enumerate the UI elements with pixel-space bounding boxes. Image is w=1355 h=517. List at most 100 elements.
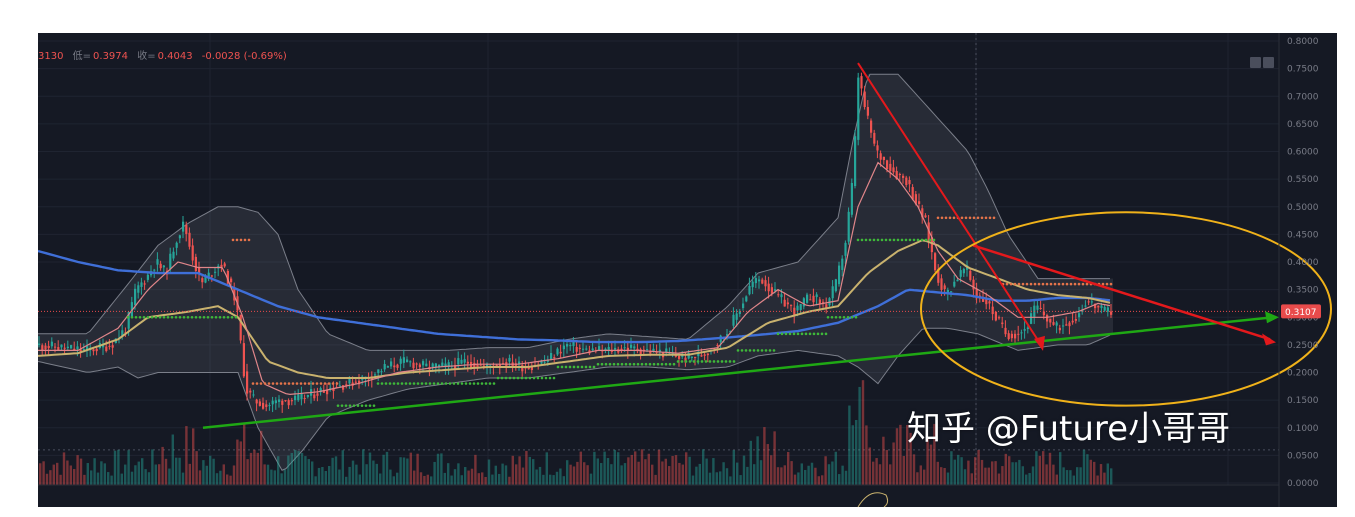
volume-bar — [640, 449, 644, 485]
sar-dot — [960, 216, 964, 220]
candle-body — [607, 346, 610, 351]
sar-dot — [1029, 282, 1033, 286]
sar-dot — [528, 376, 532, 380]
volume-bar — [331, 457, 334, 485]
volume-bar — [188, 463, 191, 485]
volume-bar — [100, 461, 103, 485]
sar-dot — [126, 315, 130, 319]
volume-bar — [552, 475, 555, 485]
candle-body — [1026, 327, 1029, 329]
volume-bar — [134, 465, 137, 485]
candle-body — [956, 279, 959, 282]
layout-split-icon[interactable] — [1263, 57, 1274, 68]
sar-dot — [924, 238, 928, 242]
sar-dot — [134, 315, 138, 319]
sar-dot — [764, 349, 768, 352]
candle-body — [476, 363, 479, 369]
volume-bar — [96, 472, 100, 485]
candle-body — [924, 215, 927, 218]
sar-dot — [772, 349, 776, 352]
sar-dot — [984, 216, 988, 220]
volume-bar — [1018, 459, 1021, 485]
sar-dot — [1037, 282, 1041, 286]
volume-bar — [154, 464, 157, 485]
volume-bar — [256, 452, 259, 485]
volume-bar — [1035, 451, 1038, 485]
candle-body — [802, 298, 805, 307]
layout-toggle-icon[interactable] — [1250, 57, 1261, 68]
volume-bar — [797, 472, 800, 485]
price-chart[interactable]: 0.8000 0.7500 0.7000 0.6500 0.6000 0.5500 0.50… — [38, 33, 1337, 507]
volume-bar — [158, 464, 161, 485]
bollinger-upper-line — [38, 73, 1110, 351]
sar-dot — [768, 349, 772, 352]
candle-body — [393, 365, 396, 368]
candle-body — [50, 341, 53, 347]
sar-dot — [504, 376, 508, 380]
layout-buttons[interactable] — [1250, 57, 1274, 68]
candle-body — [982, 297, 985, 302]
volume-bar — [487, 459, 491, 485]
sar-dot — [1073, 282, 1077, 286]
volume-bar — [243, 424, 246, 485]
sar-dot — [854, 315, 858, 319]
sar-dot — [279, 382, 283, 385]
candle-body — [143, 283, 146, 285]
y-tick-label: 0.0500 — [1287, 451, 1319, 461]
volume-bar — [559, 468, 562, 485]
volume-bar — [83, 474, 86, 485]
y-tick-label: 0.1000 — [1287, 424, 1319, 434]
volume-bar — [358, 474, 361, 485]
volume-bar — [579, 451, 582, 485]
volume-bar — [844, 470, 848, 485]
sar-dot — [372, 404, 376, 407]
volume-bar — [688, 456, 691, 485]
volume-bar — [613, 449, 616, 485]
sar-dot — [198, 315, 202, 319]
candle-body — [354, 381, 357, 383]
sar-dot — [170, 315, 174, 319]
sar-dot — [968, 216, 972, 220]
candle-body — [930, 237, 933, 253]
candle-body — [742, 303, 745, 309]
volume-bar — [610, 464, 613, 485]
volume-bar — [719, 471, 722, 485]
sar-dot — [860, 238, 864, 242]
candle-body — [204, 276, 207, 283]
volume-bar — [729, 476, 732, 485]
sar-dot — [484, 382, 488, 385]
volume-bar — [168, 468, 171, 485]
volume-bar — [277, 456, 280, 485]
sar-dot — [214, 315, 218, 319]
volume-bar — [161, 446, 164, 485]
sar-dot — [524, 376, 528, 380]
sar-dot — [1069, 282, 1073, 286]
candle-body — [697, 351, 700, 357]
y-tick-label: 0.1500 — [1287, 396, 1319, 406]
sar-dot — [864, 238, 868, 242]
volume-bar — [287, 455, 290, 485]
volume-bar — [1079, 467, 1082, 485]
candle-body — [258, 401, 261, 406]
candle-body — [521, 365, 524, 372]
volume-bar — [202, 460, 205, 485]
ohlc-info-bar: 3130 低= 0.3974 收= 0.4043 -0.0028 (-0.69%) — [38, 47, 293, 62]
volume-bar — [780, 467, 783, 485]
chart-panel[interactable]: 0.8000 0.7500 0.7000 0.6500 0.6000 0.5500 0.50… — [38, 33, 1337, 507]
y-tick-label: 0.3500 — [1287, 286, 1319, 296]
sar-dot — [536, 376, 540, 380]
sar-dot — [540, 376, 544, 380]
candle-body — [239, 314, 242, 341]
volume-bar — [746, 466, 749, 485]
candle-body — [137, 285, 140, 293]
volume-bar — [742, 455, 746, 485]
volume-bar — [107, 472, 110, 485]
candle-body — [905, 177, 908, 186]
volume-bar — [307, 459, 310, 485]
volume-bar — [885, 449, 888, 485]
volume-bar — [562, 476, 565, 485]
candle-body — [1074, 319, 1077, 321]
sar-dot — [283, 382, 287, 385]
sar-dot — [468, 382, 472, 385]
candle-body — [207, 272, 210, 280]
